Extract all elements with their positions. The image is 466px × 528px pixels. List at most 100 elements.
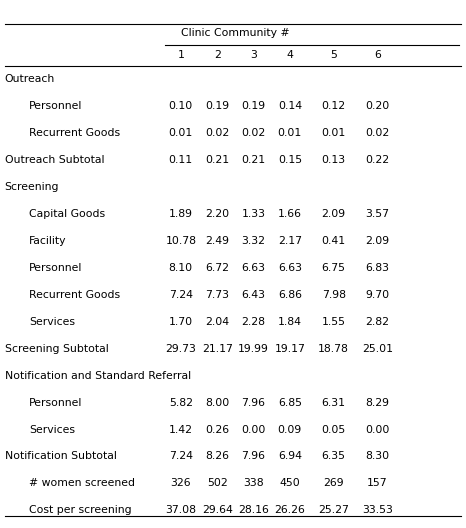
Text: 0.19: 0.19 — [241, 101, 266, 111]
Text: 5.82: 5.82 — [169, 398, 193, 408]
Text: # women screened: # women screened — [29, 478, 135, 488]
Text: 0.02: 0.02 — [205, 128, 229, 138]
Text: 0.20: 0.20 — [365, 101, 390, 111]
Text: 8.00: 8.00 — [205, 398, 229, 408]
Text: Services: Services — [29, 425, 75, 435]
Text: 1: 1 — [178, 50, 184, 60]
Text: 6.86: 6.86 — [278, 290, 302, 300]
Text: Personnel: Personnel — [29, 398, 82, 408]
Text: 0.26: 0.26 — [205, 425, 229, 435]
Text: 6.31: 6.31 — [322, 398, 346, 408]
Text: 1.84: 1.84 — [278, 317, 302, 327]
Text: 2.28: 2.28 — [241, 317, 266, 327]
Text: 8.30: 8.30 — [365, 451, 390, 461]
Text: Recurrent Goods: Recurrent Goods — [29, 128, 120, 138]
Text: Outreach Subtotal: Outreach Subtotal — [5, 155, 104, 165]
Text: 0.21: 0.21 — [205, 155, 229, 165]
Text: 2: 2 — [214, 50, 220, 60]
Text: 7.24: 7.24 — [169, 451, 193, 461]
Text: 8.26: 8.26 — [205, 451, 229, 461]
Text: 2.09: 2.09 — [365, 236, 390, 246]
Text: 10.78: 10.78 — [165, 236, 196, 246]
Text: 6.63: 6.63 — [241, 263, 266, 273]
Text: 0.12: 0.12 — [322, 101, 346, 111]
Text: Cost per screening: Cost per screening — [29, 505, 131, 515]
Text: Capital Goods: Capital Goods — [29, 209, 105, 219]
Text: 2.04: 2.04 — [205, 317, 229, 327]
Text: 1.66: 1.66 — [278, 209, 302, 219]
Text: 1.33: 1.33 — [241, 209, 266, 219]
Text: Outreach: Outreach — [5, 74, 55, 84]
Text: Personnel: Personnel — [29, 101, 82, 111]
Text: Recurrent Goods: Recurrent Goods — [29, 290, 120, 300]
Text: 0.00: 0.00 — [241, 425, 266, 435]
Text: Notification Subtotal: Notification Subtotal — [5, 451, 116, 461]
Text: 33.53: 33.53 — [362, 505, 393, 515]
Text: 7.96: 7.96 — [241, 398, 266, 408]
Text: Services: Services — [29, 317, 75, 327]
Text: 6.85: 6.85 — [278, 398, 302, 408]
Text: 6.43: 6.43 — [241, 290, 266, 300]
Text: 338: 338 — [243, 478, 264, 488]
Text: 1.89: 1.89 — [169, 209, 193, 219]
Text: 6.63: 6.63 — [278, 263, 302, 273]
Text: 2.17: 2.17 — [278, 236, 302, 246]
Text: Notification and Standard Referral: Notification and Standard Referral — [5, 371, 191, 381]
Text: 6.94: 6.94 — [278, 451, 302, 461]
Text: 25.01: 25.01 — [362, 344, 393, 354]
Text: 8.10: 8.10 — [169, 263, 193, 273]
Text: 3.57: 3.57 — [365, 209, 390, 219]
Text: 9.70: 9.70 — [365, 290, 390, 300]
Text: 269: 269 — [323, 478, 344, 488]
Text: Personnel: Personnel — [29, 263, 82, 273]
Text: 0.01: 0.01 — [278, 128, 302, 138]
Text: 1.70: 1.70 — [169, 317, 193, 327]
Text: 7.96: 7.96 — [241, 451, 266, 461]
Text: 21.17: 21.17 — [202, 344, 233, 354]
Text: 8.29: 8.29 — [365, 398, 390, 408]
Text: 25.27: 25.27 — [318, 505, 349, 515]
Text: Facility: Facility — [29, 236, 66, 246]
Text: 6: 6 — [374, 50, 381, 60]
Text: 0.13: 0.13 — [322, 155, 346, 165]
Text: 6.72: 6.72 — [205, 263, 229, 273]
Text: 28.16: 28.16 — [238, 505, 269, 515]
Text: 19.99: 19.99 — [238, 344, 269, 354]
Text: 326: 326 — [171, 478, 191, 488]
Text: Screening: Screening — [5, 182, 59, 192]
Text: 7.73: 7.73 — [205, 290, 229, 300]
Text: 157: 157 — [367, 478, 388, 488]
Text: 0.05: 0.05 — [322, 425, 346, 435]
Text: 0.19: 0.19 — [205, 101, 229, 111]
Text: 6.83: 6.83 — [365, 263, 390, 273]
Text: 0.15: 0.15 — [278, 155, 302, 165]
Text: 4: 4 — [287, 50, 293, 60]
Text: 0.01: 0.01 — [322, 128, 346, 138]
Text: 2.20: 2.20 — [205, 209, 229, 219]
Text: 2.09: 2.09 — [322, 209, 346, 219]
Text: 7.98: 7.98 — [322, 290, 346, 300]
Text: 29.64: 29.64 — [202, 505, 233, 515]
Text: Screening Subtotal: Screening Subtotal — [5, 344, 109, 354]
Text: 0.41: 0.41 — [322, 236, 346, 246]
Text: 3: 3 — [250, 50, 257, 60]
Text: 6.75: 6.75 — [322, 263, 346, 273]
Text: 37.08: 37.08 — [165, 505, 196, 515]
Text: 0.14: 0.14 — [278, 101, 302, 111]
Text: 502: 502 — [207, 478, 227, 488]
Text: 0.10: 0.10 — [169, 101, 193, 111]
Text: 5: 5 — [330, 50, 337, 60]
Text: 0.02: 0.02 — [365, 128, 390, 138]
Text: 450: 450 — [280, 478, 300, 488]
Text: 0.01: 0.01 — [169, 128, 193, 138]
Text: 26.26: 26.26 — [274, 505, 305, 515]
Text: 0.22: 0.22 — [365, 155, 390, 165]
Text: 7.24: 7.24 — [169, 290, 193, 300]
Text: 0.00: 0.00 — [365, 425, 390, 435]
Text: 1.42: 1.42 — [169, 425, 193, 435]
Text: 0.11: 0.11 — [169, 155, 193, 165]
Text: 2.82: 2.82 — [365, 317, 390, 327]
Text: 0.21: 0.21 — [241, 155, 266, 165]
Text: 2.49: 2.49 — [205, 236, 229, 246]
Text: 19.17: 19.17 — [274, 344, 305, 354]
